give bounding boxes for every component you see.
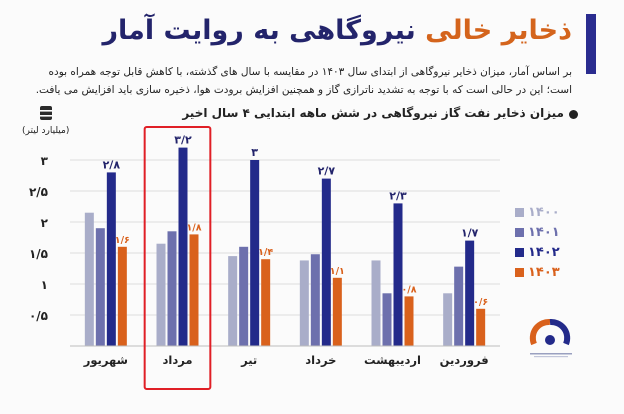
data-label: ۱/۸ [186,222,201,233]
y-axis-unit-label: (میلیارد لیتر) [22,126,70,136]
bar [239,246,249,346]
y-tick-label: ۳ [41,154,49,168]
page-title: ذخایر خالی نیروگاهی به روایت آمار [102,14,572,48]
bar [476,308,486,346]
data-label: ۲/۷ [318,165,336,178]
bar [178,147,188,346]
barrel-icon [40,106,52,120]
subtitle-bullet [569,110,578,119]
x-tick-label: خرداد [305,353,336,367]
bar [332,277,342,346]
highlight-box [143,126,212,390]
bar [84,212,94,346]
y-tick-label: ۲/۵ [29,185,48,199]
description-line-2: است؛ این در حالی است که با توجه به تشدید… [35,84,572,96]
data-label: ۱/۶ [115,235,130,246]
data-label: ۲/۸ [103,158,121,171]
bar [250,160,260,346]
bar [106,172,116,346]
bar [443,293,453,346]
data-label: ۲/۳ [389,189,407,202]
data-label: ۳/۲ [174,134,192,147]
bar [95,228,105,346]
description-line-1: بر اساس آمار، میزان ذخایر نیروگاهی از اب… [48,66,572,78]
bar [465,240,475,346]
data-label: ۱/۴ [258,247,273,258]
bar [454,266,464,346]
bar [321,178,331,346]
bar [371,260,381,346]
data-label: ۱/۱ [330,266,345,277]
bar [299,260,309,346]
data-label: ۳ [251,146,258,159]
bar [393,203,403,346]
bar [382,293,392,346]
bar [261,259,271,346]
publisher-logo [529,318,571,346]
y-tick-label: ۲ [41,216,49,230]
bar [189,234,199,346]
bar [167,231,177,346]
data-label: ۰/۶ [473,297,488,308]
data-label: ۱/۷ [461,227,479,240]
bar [156,243,166,346]
x-tick-label: فروردین [440,353,489,368]
y-tick-label: ۱ [41,278,48,292]
y-tick-label: ۰/۵ [29,309,48,323]
x-tick-label: مرداد [162,353,192,367]
title-accent-bar [586,14,596,74]
bar [310,254,320,346]
x-tick-label: شهریور [83,353,128,368]
x-tick-label: تیر [240,353,257,367]
publisher-logo-caption [530,353,572,358]
title-highlight: ذخایر خالی [425,15,572,46]
data-label: ۰/۸ [401,284,416,295]
x-tick-label: اردیبهشت [364,353,421,367]
title-rest: نیروگاهی به روایت آمار [102,15,426,46]
bar [404,296,414,346]
y-tick-label: ۱/۵ [29,247,48,261]
bar [117,246,127,346]
bar [228,256,238,346]
chart-title: میزان ذخایر نفت گاز نیروگاهی در شش ماهه … [182,106,564,120]
